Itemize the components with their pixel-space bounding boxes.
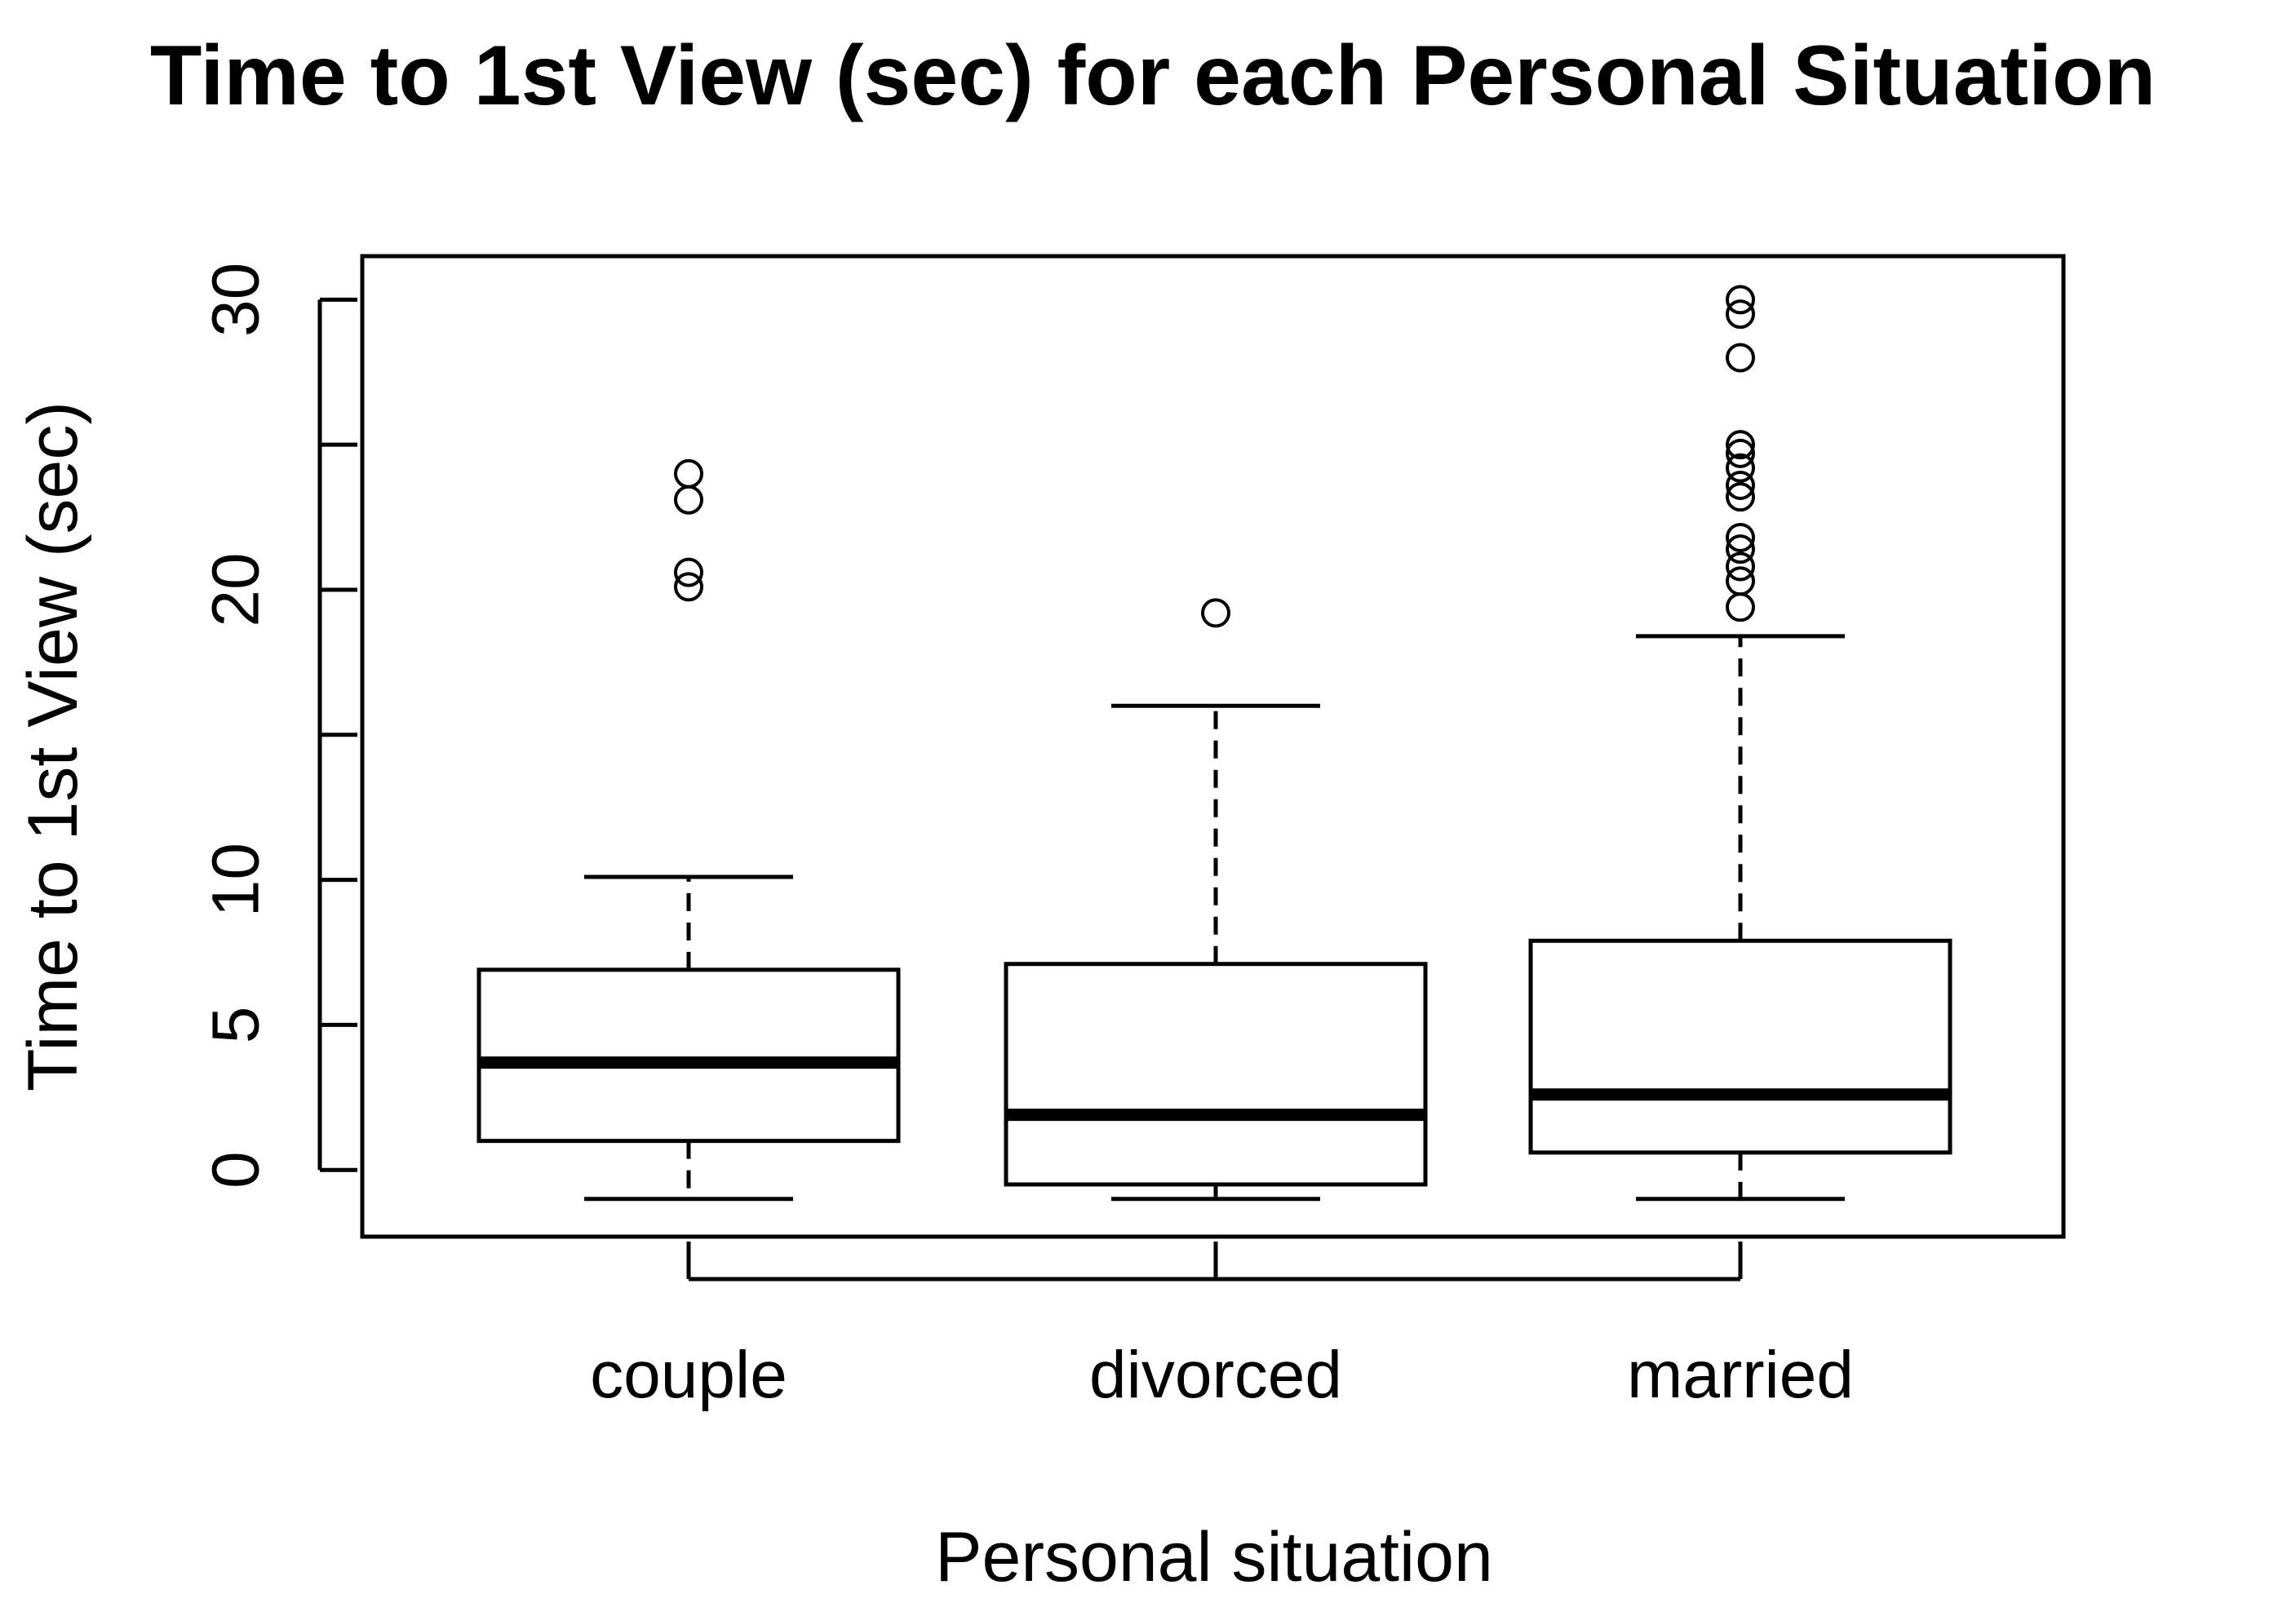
outlier-point [1726,551,1755,582]
outlier-point [1726,566,1755,596]
outlier-point [1726,343,1755,373]
y-tick-label: 0 [199,1151,273,1189]
outlier-point [1726,534,1755,564]
y-tick-label: 10 [199,843,273,917]
y-tick-label: 20 [199,552,273,626]
x-tick-label: married [1627,1338,1854,1412]
x-axis: couple divorced married [590,1242,1854,1412]
box-divorced [1004,598,1428,1202]
outlier-point [1726,430,1755,460]
y-axis-label: Time to 1st View (sec) [14,401,92,1091]
boxes [476,285,1952,1202]
chart-title: Time to 1st View (sec) for each Personal… [150,29,2156,123]
outlier-point [1726,592,1755,622]
outlier-point [1726,522,1755,552]
outlier-point [674,485,703,515]
outlier-point [1726,299,1755,330]
outlier-point [1726,285,1755,315]
outlier-point [1726,470,1755,500]
outlier-point [674,557,703,587]
box-couple [476,458,901,1202]
outlier-point [1201,598,1230,628]
iqr-box [1004,962,1428,1187]
outlier-point [1726,453,1755,483]
plot-frame [360,254,2066,1239]
outlier-point [1726,482,1755,512]
iqr-box [476,967,901,1144]
x-axis-label: Personal situation [935,1518,1493,1596]
y-tick-label: 30 [199,263,273,337]
outlier-point [1726,438,1755,468]
iqr-box [1528,938,1952,1155]
y-tick-label: 5 [199,1007,273,1044]
box-married [1528,285,1952,1202]
x-tick-label: divorced [1089,1338,1342,1412]
outlier-point [674,458,703,489]
outlier-point [674,572,703,602]
y-axis: 0 5 10 20 30 [199,263,357,1189]
x-tick-label: couple [590,1338,787,1412]
